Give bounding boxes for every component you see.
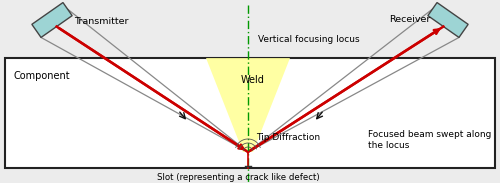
- Polygon shape: [206, 58, 290, 152]
- Text: Focused beam swept along
the locus: Focused beam swept along the locus: [368, 130, 492, 150]
- Bar: [5, 58, 495, 168]
- Bar: [428, 3, 468, 38]
- Text: Slot (representing a crack like defect): Slot (representing a crack like defect): [156, 173, 320, 182]
- Text: Receiver: Receiver: [388, 16, 430, 25]
- Text: Tip Diffraction: Tip Diffraction: [256, 134, 320, 143]
- Text: Transmitter: Transmitter: [74, 18, 128, 27]
- Bar: [32, 3, 72, 38]
- Text: Weld: Weld: [241, 75, 265, 85]
- Text: Vertical focusing locus: Vertical focusing locus: [258, 36, 360, 44]
- Text: Component: Component: [13, 71, 70, 81]
